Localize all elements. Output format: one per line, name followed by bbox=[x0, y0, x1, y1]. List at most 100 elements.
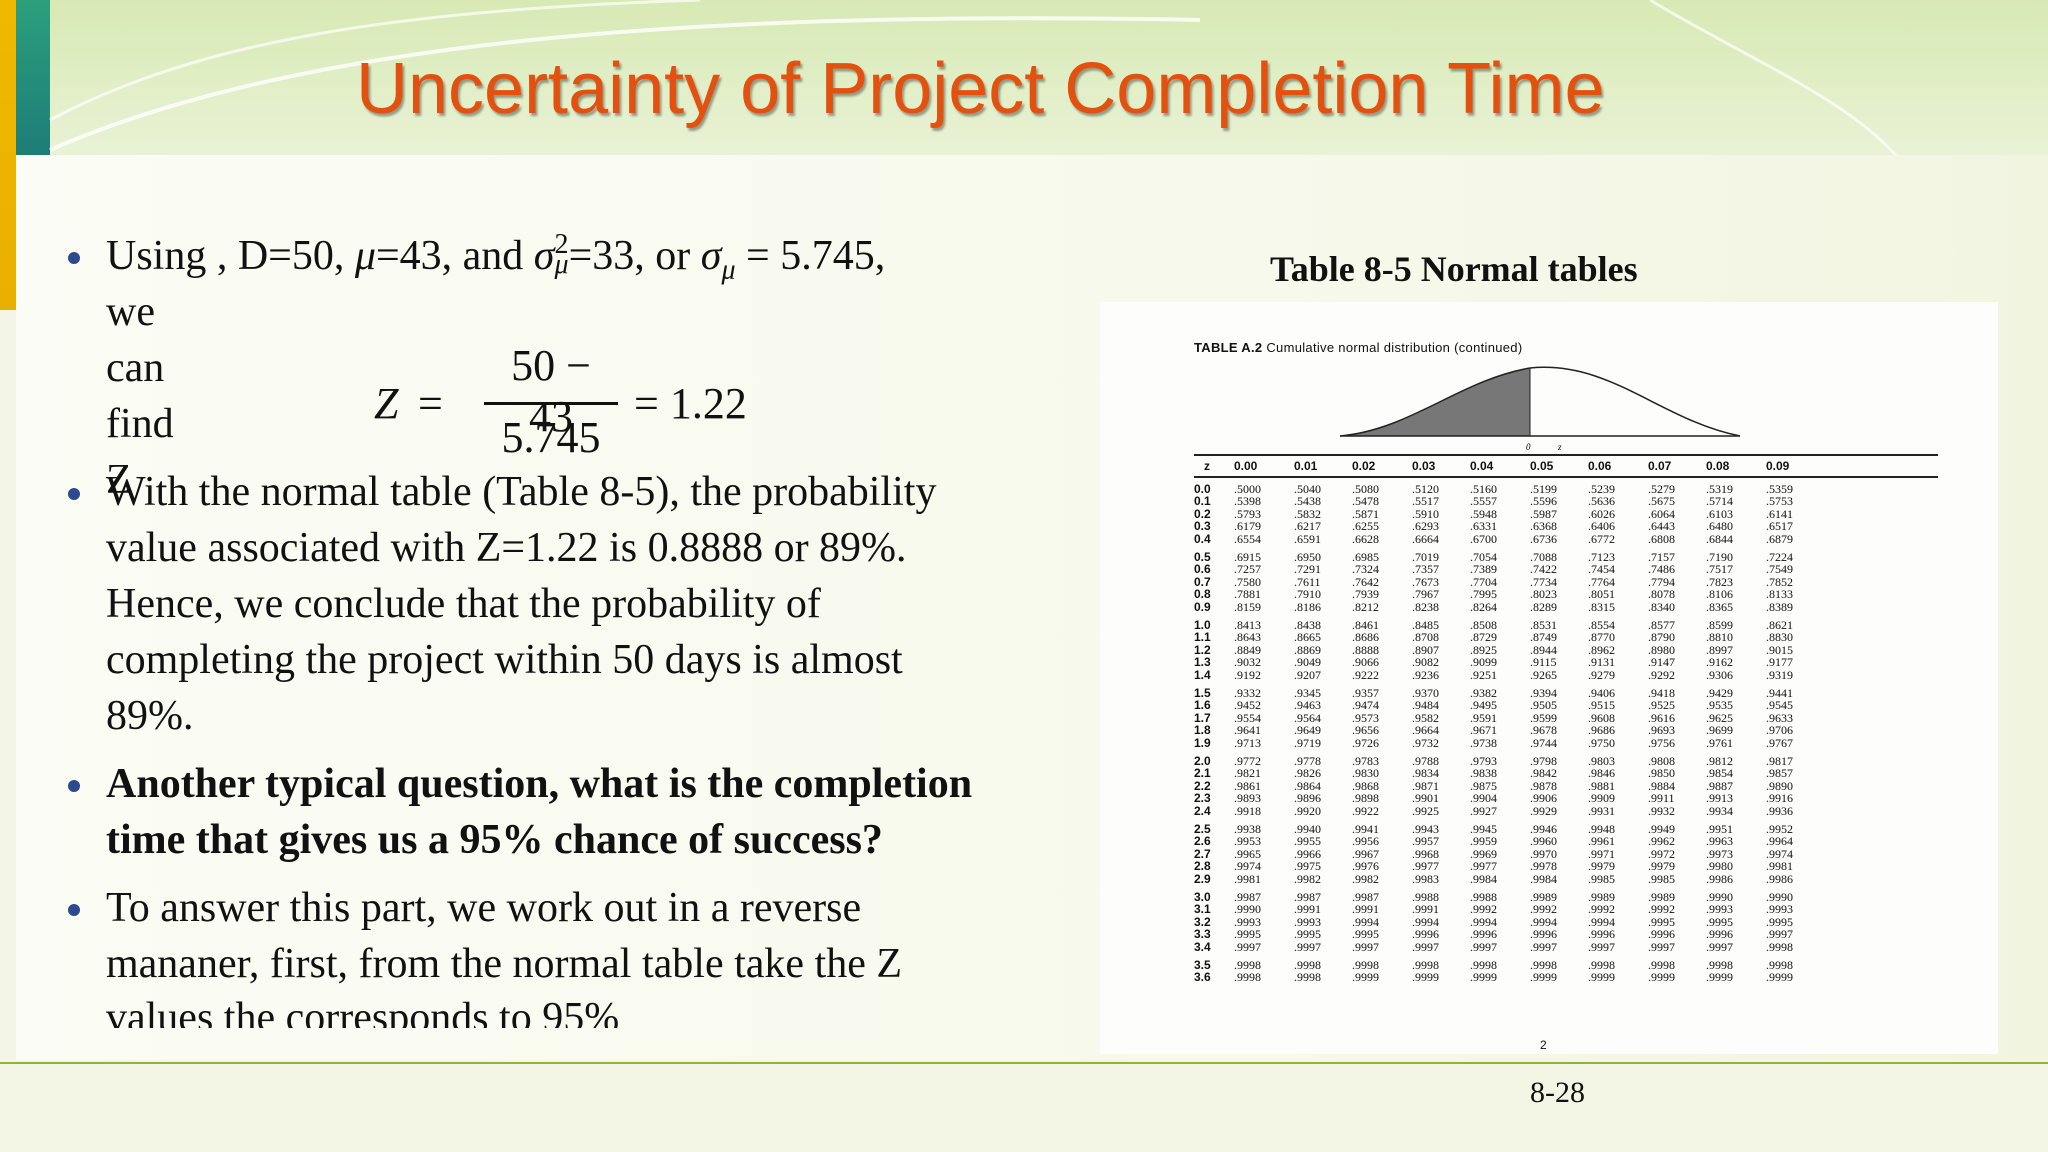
table-cell: .9115 bbox=[1530, 655, 1557, 670]
table-cell: .9999 bbox=[1352, 970, 1379, 985]
table-cell: .9994 bbox=[1352, 914, 1379, 929]
table-cell: .5160 bbox=[1470, 482, 1497, 496]
table-cell: .9918 bbox=[1234, 803, 1261, 818]
table-cell: .9982 bbox=[1294, 871, 1321, 886]
table-cell: .9999 bbox=[1706, 970, 1733, 985]
table-cell: .9994 bbox=[1470, 914, 1497, 929]
table-cell: .9564 bbox=[1294, 710, 1321, 725]
table-cell: .5987 bbox=[1530, 506, 1557, 521]
table-col-header: 0.08 bbox=[1706, 459, 1730, 473]
table-cell: .6443 bbox=[1648, 519, 1675, 534]
table-cell: .8925 bbox=[1470, 642, 1497, 657]
table-cell: .9783 bbox=[1352, 754, 1379, 768]
table-cell: .9938 bbox=[1234, 822, 1261, 836]
table-cell: .9738 bbox=[1470, 735, 1497, 750]
table-cell: .6406 bbox=[1588, 519, 1615, 534]
table-cell: .9868 bbox=[1352, 778, 1379, 793]
table-cell: .9896 bbox=[1294, 791, 1321, 806]
table-cell: .9474 bbox=[1352, 698, 1379, 713]
table-cell: .5832 bbox=[1294, 506, 1321, 521]
table-row-label: 0.0 bbox=[1194, 482, 1211, 496]
table-cell: .9998 bbox=[1234, 970, 1261, 985]
table-cell: .7257 bbox=[1234, 562, 1261, 577]
table-cell: .9998 bbox=[1352, 958, 1379, 972]
table-cell: .8554 bbox=[1588, 618, 1615, 632]
table-row-label: 0.9 bbox=[1194, 599, 1211, 614]
table-cell: .9984 bbox=[1530, 871, 1557, 886]
table-cell: .9995 bbox=[1648, 914, 1675, 929]
table-cell: .7794 bbox=[1648, 574, 1675, 589]
table-cell: .9981 bbox=[1234, 871, 1261, 886]
table-cell: .8888 bbox=[1352, 642, 1379, 657]
table-cell: .9032 bbox=[1234, 655, 1261, 670]
table-cell: .8830 bbox=[1766, 630, 1793, 645]
table-row-label: 1.5 bbox=[1194, 686, 1211, 700]
table-cell: .9878 bbox=[1530, 778, 1557, 793]
table-cell: .9970 bbox=[1530, 846, 1557, 861]
table-cell: .9997 bbox=[1588, 939, 1615, 954]
table-cell: .7454 bbox=[1588, 562, 1615, 577]
table-row-label: 2.8 bbox=[1194, 859, 1211, 874]
table-cell: .6554 bbox=[1234, 531, 1261, 546]
table-cell: .9693 bbox=[1648, 723, 1675, 738]
table-cell: .9988 bbox=[1470, 890, 1497, 904]
table-cell: .9993 bbox=[1766, 902, 1793, 917]
table-cell: .9633 bbox=[1766, 710, 1793, 725]
bullet-1-text-a: Using , D=50, bbox=[106, 233, 355, 279]
table-cell: .6628 bbox=[1352, 531, 1379, 546]
table-cell: .9990 bbox=[1706, 890, 1733, 904]
table-cell: .9966 bbox=[1294, 846, 1321, 861]
table-cell: .9927 bbox=[1470, 803, 1497, 818]
bullet-4-line-3-cutoff: values the corresponds to 95% bbox=[106, 990, 1086, 1028]
table-cell: .9761 bbox=[1706, 735, 1733, 750]
normal-curve-figure: 0 z bbox=[1339, 366, 1741, 452]
table-cell: .9066 bbox=[1352, 655, 1379, 670]
table-cell: .9998 bbox=[1706, 958, 1733, 972]
table-cell: .9664 bbox=[1412, 723, 1439, 738]
table-row-label: 1.4 bbox=[1194, 667, 1211, 682]
table-cell: .5040 bbox=[1294, 482, 1321, 496]
table-row-label: 1.7 bbox=[1194, 710, 1211, 725]
table-cell: .9778 bbox=[1294, 754, 1321, 768]
table-row-label: 1.8 bbox=[1194, 723, 1211, 738]
table-cell: .9940 bbox=[1294, 822, 1321, 836]
table-row-label: 0.8 bbox=[1194, 587, 1211, 602]
table-cell: .9996 bbox=[1412, 927, 1439, 942]
table-cell: .6064 bbox=[1648, 506, 1675, 521]
table-cell: .9207 bbox=[1294, 667, 1321, 682]
bullet-1-text-b: =43, and bbox=[375, 233, 534, 279]
table-cell: .8438 bbox=[1294, 618, 1321, 632]
table-row-label: 1.0 bbox=[1194, 618, 1211, 632]
table-cell: .8907 bbox=[1412, 642, 1439, 657]
table-cell: .9973 bbox=[1706, 846, 1733, 861]
table-cell: .5199 bbox=[1530, 482, 1557, 496]
table-cell: .6915 bbox=[1234, 550, 1261, 564]
table-row-label: 1.3 bbox=[1194, 655, 1211, 670]
table-cell: .9998 bbox=[1766, 939, 1793, 954]
table-cell: .9808 bbox=[1648, 754, 1675, 768]
table-cell: .9980 bbox=[1706, 859, 1733, 874]
table-cell: .7224 bbox=[1766, 550, 1793, 564]
table-cell: .9573 bbox=[1352, 710, 1379, 725]
table-cell: .9279 bbox=[1588, 667, 1615, 682]
table-cell: .9842 bbox=[1530, 766, 1557, 781]
table-cell: .7357 bbox=[1412, 562, 1439, 577]
table-cell: .5438 bbox=[1294, 494, 1321, 509]
table-page-number: 2 bbox=[1540, 1038, 1547, 1052]
table-cell: .9999 bbox=[1470, 970, 1497, 985]
table-cell: .9997 bbox=[1766, 927, 1793, 942]
table-cell: .9995 bbox=[1234, 927, 1261, 942]
table-row-label: 2.1 bbox=[1194, 766, 1211, 781]
table-cell: .5753 bbox=[1766, 494, 1793, 509]
table-cell: .6879 bbox=[1766, 531, 1793, 546]
table-cell: .6368 bbox=[1530, 519, 1557, 534]
table-cell: .9861 bbox=[1234, 778, 1261, 793]
table-cell: .9332 bbox=[1234, 686, 1261, 700]
table-cell: .9901 bbox=[1412, 791, 1439, 806]
table-cell: .9656 bbox=[1352, 723, 1379, 738]
table-cell: .9955 bbox=[1294, 834, 1321, 849]
table-cell: .9965 bbox=[1234, 846, 1261, 861]
table-cell: .7088 bbox=[1530, 550, 1557, 564]
table-row-label: 2.6 bbox=[1194, 834, 1211, 849]
table-cell: .9817 bbox=[1766, 754, 1793, 768]
